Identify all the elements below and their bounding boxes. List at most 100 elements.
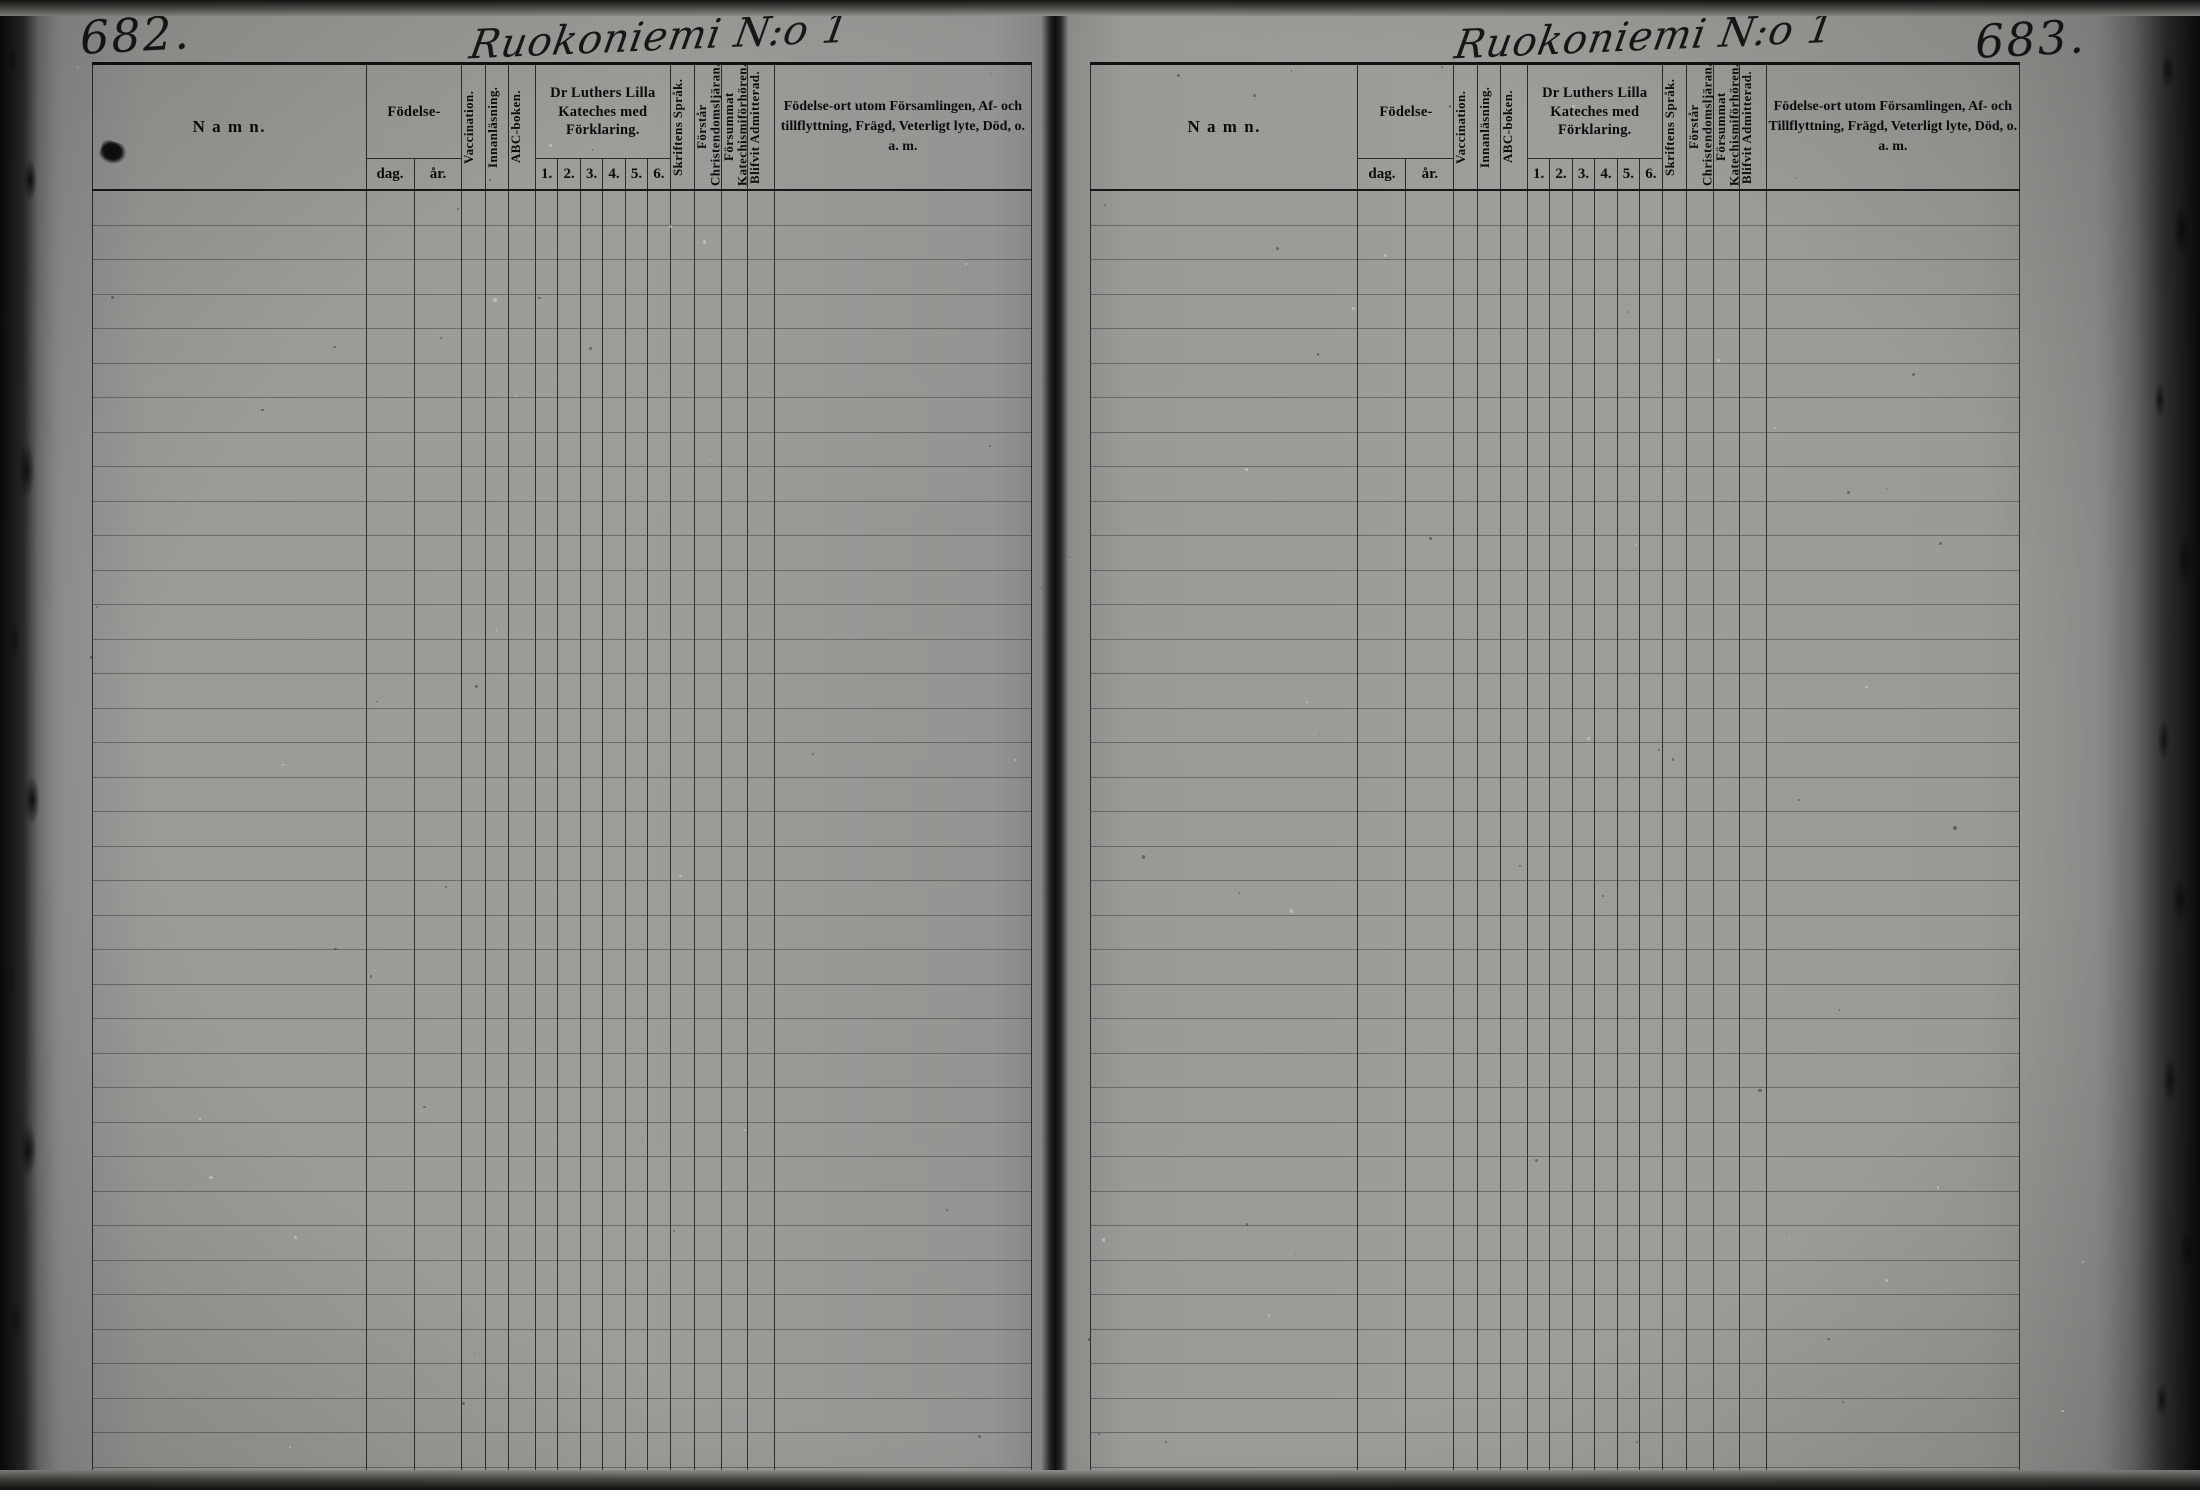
table-cell	[1500, 1052, 1528, 1088]
table-cell	[1594, 328, 1618, 363]
left-col-birth-day: dag.	[365, 158, 415, 191]
table-cell	[1712, 1294, 1741, 1329]
table-cell	[484, 880, 510, 915]
table-cell	[461, 949, 486, 984]
table-cell	[1765, 569, 2021, 605]
table-cell	[1453, 535, 1478, 570]
table-cell	[747, 1156, 775, 1191]
table-cell	[413, 1052, 463, 1088]
table-cell	[534, 500, 559, 536]
table-cell	[413, 1018, 463, 1053]
table-cell	[1765, 431, 2021, 467]
table-cell	[1476, 949, 1502, 984]
table-row	[1089, 880, 2021, 915]
table-cell	[669, 1294, 696, 1329]
right-col-cat-5: 5.	[1616, 158, 1641, 191]
table-cell	[669, 707, 696, 743]
table-cell	[1594, 466, 1618, 501]
table-cell	[508, 1363, 536, 1398]
table-cell	[413, 742, 463, 777]
table-cell	[1476, 1397, 1502, 1433]
table-cell	[579, 500, 604, 536]
table-cell	[92, 362, 367, 398]
table-cell	[1571, 328, 1596, 363]
table-cell	[1639, 1052, 1663, 1088]
table-cell	[579, 742, 604, 777]
table-cell	[1526, 776, 1551, 812]
table-cell	[413, 1225, 463, 1260]
table-cell	[647, 1018, 671, 1053]
table-cell	[1739, 742, 1767, 777]
table-cell	[1453, 431, 1478, 467]
table-cell	[1712, 569, 1741, 605]
table-cell	[508, 742, 536, 777]
table-cell	[1571, 1328, 1596, 1364]
table-cell	[1526, 1190, 1551, 1226]
table-cell	[508, 1432, 536, 1467]
table-cell	[1739, 1363, 1767, 1398]
table-cell	[647, 397, 671, 432]
table-cell	[484, 535, 510, 570]
table-cell	[720, 742, 749, 777]
table-cell	[1089, 397, 1359, 432]
table-cell	[1500, 259, 1528, 294]
table-cell	[647, 535, 671, 570]
table-cell	[579, 431, 604, 467]
table-cell	[1453, 1466, 1478, 1490]
table-row	[1089, 1190, 2021, 1226]
table-cell	[720, 845, 749, 881]
table-cell	[1453, 397, 1478, 432]
table-cell	[624, 1121, 649, 1157]
table-cell	[624, 293, 649, 329]
table-cell	[1739, 914, 1767, 950]
table-cell	[1639, 362, 1663, 398]
table-cell	[1549, 1328, 1573, 1364]
table-cell	[579, 845, 604, 881]
table-row	[1089, 1432, 2021, 1467]
table-cell	[557, 811, 581, 846]
table-cell	[508, 293, 536, 329]
table-cell	[1500, 1294, 1528, 1329]
table-cell	[484, 431, 510, 467]
table-row	[92, 638, 1033, 674]
table-cell	[1453, 362, 1478, 398]
table-cell	[1500, 707, 1528, 743]
table-cell	[1594, 1328, 1618, 1364]
right-table-body	[1089, 189, 2021, 1490]
table-cell	[1500, 1225, 1528, 1260]
table-cell	[1357, 845, 1407, 881]
table-cell	[773, 259, 1033, 294]
table-cell	[1639, 328, 1663, 363]
table-cell	[1405, 500, 1455, 536]
table-cell	[413, 1363, 463, 1398]
table-cell	[1739, 431, 1767, 467]
table-cell	[1616, 1121, 1641, 1157]
table-cell	[694, 776, 722, 812]
table-cell	[1476, 673, 1502, 708]
table-cell	[557, 845, 581, 881]
table-cell	[484, 1432, 510, 1467]
table-cell	[1686, 500, 1714, 536]
table-cell	[579, 1121, 604, 1157]
table-cell	[1765, 1087, 2021, 1122]
table-cell	[579, 673, 604, 708]
table-cell	[92, 224, 367, 260]
table-cell	[1661, 1087, 1688, 1122]
table-cell	[1616, 880, 1641, 915]
table-row	[92, 949, 1033, 984]
table-row	[92, 397, 1033, 432]
table-cell	[1616, 776, 1641, 812]
table-cell	[1405, 189, 1455, 225]
table-cell	[1712, 535, 1741, 570]
table-cell	[1500, 1363, 1528, 1398]
table-cell	[1500, 604, 1528, 639]
right-col-birth-day: dag.	[1357, 158, 1407, 191]
table-cell	[720, 328, 749, 363]
table-cell	[1661, 983, 1688, 1019]
right-col-cat-4: 4.	[1594, 158, 1618, 191]
table-row	[92, 1466, 1033, 1490]
table-cell	[92, 949, 367, 984]
table-cell	[1357, 1190, 1407, 1226]
table-cell	[647, 1052, 671, 1088]
table-cell	[694, 914, 722, 950]
